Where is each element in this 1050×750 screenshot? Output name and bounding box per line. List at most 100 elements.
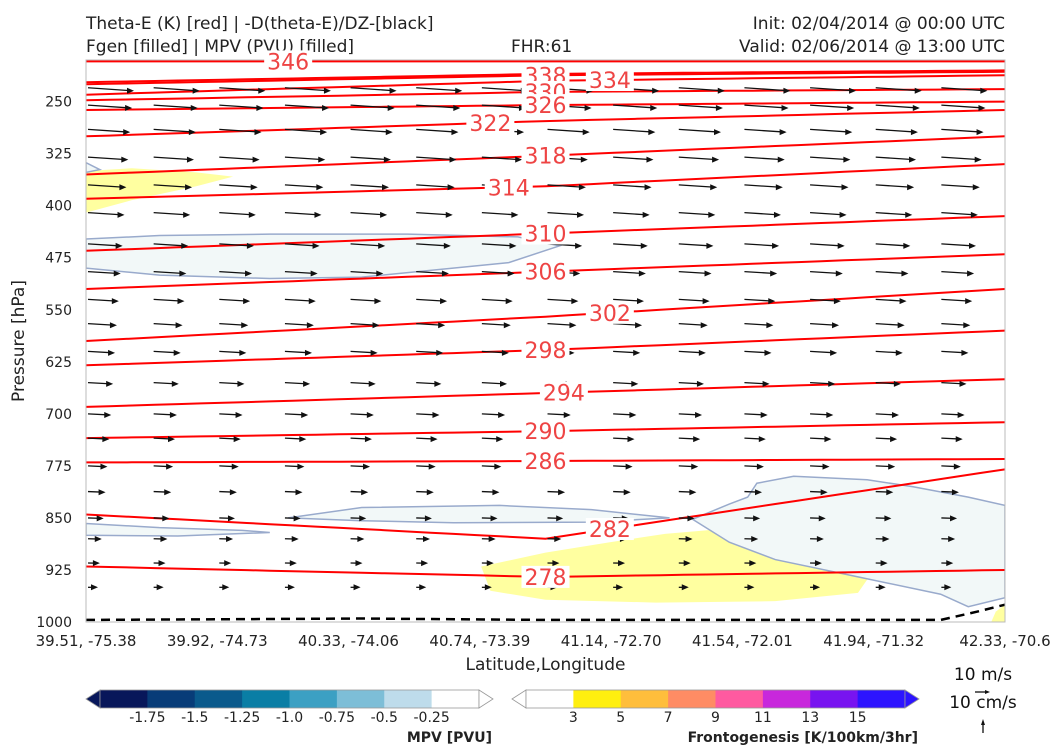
wind-vector [350,184,389,191]
wind-vector [153,436,176,443]
wind-vector [678,515,695,522]
wind-vector [87,515,104,522]
fgen-colorbar-label: Frontogenesis [K/100km/3hr] [688,730,918,746]
contour-label-326: 326 [525,94,567,119]
wind-vector [87,560,100,567]
wind-vector [153,489,172,496]
contour-label-290: 290 [525,420,567,445]
mpv-colorbar-tick: -1.25 [224,710,260,726]
wind-vector [678,211,716,218]
init-time: Init: 02/04/2014 @ 00:00 UTC [752,14,1005,34]
fgen-colorbar-tick: 11 [754,710,772,726]
wind-vector [810,349,838,356]
wind-vector [613,584,624,591]
wind-vector [153,211,191,218]
wind-vector [810,463,830,470]
mpv-colorbar-swatch [242,690,290,708]
wind-vector [744,211,781,218]
y-tick-label: 925 [45,563,72,579]
wind-vector [416,211,453,218]
wind-vector [744,560,757,567]
wind-vector [810,380,836,387]
contour-label-bg [585,518,634,541]
wind-vector [678,298,710,305]
wind-vector [678,349,706,356]
wind-vector [87,322,117,329]
wind-vector [87,242,123,249]
wind-vector [875,242,911,249]
mpv-colorbar-tick: -0.5 [371,710,398,726]
fgen-region-3 [991,604,1005,622]
wind-vector [547,489,566,496]
wind-vector [678,463,699,470]
wind-vector [613,560,626,567]
x-tick-label: 40.33, -74.06 [298,632,399,650]
wind-vector [284,584,295,591]
contour-label-306: 306 [525,261,567,286]
mpv-region-5 [690,475,1005,608]
wind-vector [350,322,380,329]
wind-vector [219,156,260,163]
wind-vector [613,489,631,496]
wind-vector [153,156,194,163]
wind-vector [613,322,643,329]
x-axis-label: Latitude,Longitude [466,655,626,675]
contour-label-294: 294 [543,381,585,406]
fgen-colorbar-upper-extend [904,689,920,709]
wind-vector [153,128,196,136]
wind-vector [219,270,253,277]
wind-vector [350,489,369,496]
wind-vector [547,211,585,218]
theta-e-contour-314 [86,163,1005,200]
wind-vector [678,489,697,496]
wind-vector [219,515,235,522]
wind-vector [481,411,506,418]
wind-vector [350,156,391,163]
wind-vector [941,104,986,111]
wind-vector [810,184,849,191]
wind-vector [153,515,170,522]
mpv-colorbar-swatch [336,690,385,708]
wind-vector [219,584,230,591]
wind-vector [219,349,247,356]
y-tick-label: 625 [45,355,72,371]
wind-vector [678,156,720,163]
x-tick-label: 40.74, -73.39 [429,632,530,650]
forecast-hour: FHR:61 [511,37,573,57]
wind-vector [87,128,131,136]
wind-vector [941,270,975,277]
wind-vector [875,156,917,163]
fgen-colorbar-swatch [715,690,764,708]
wind-vector [941,242,976,249]
wind-vector [941,349,969,356]
wind-vector [875,584,886,591]
wind-vector [481,463,502,470]
wind-vector [416,411,440,418]
wind-vector [219,380,245,387]
fgen-colorbar-tick: 5 [616,710,625,726]
wind-vector [744,584,755,591]
wind-vector [219,87,266,94]
wind-vector [87,211,125,218]
wind-vector [875,349,903,356]
wind-vector [416,87,463,94]
wind-vector [87,380,114,387]
contour-label-bg [521,94,570,117]
wind-vector [416,104,461,111]
contour-label-bg [521,222,570,245]
wind-vector [941,380,967,387]
wind-vector [875,536,890,543]
contour-label-334: 334 [589,69,631,94]
fgen-colorbar-swatch [810,690,859,708]
wind-vector [219,560,232,567]
contour-label-322: 322 [469,112,511,137]
wind-vector [810,211,847,218]
wind-vector [87,436,110,443]
mpv-colorbar-swatch [147,690,196,708]
wind-vector [153,298,185,305]
wind-vector [350,463,371,470]
wind-vector [875,322,905,329]
wind-vector [941,584,952,591]
wind-vector [153,322,183,329]
fgen-colorbar-swatch [668,690,716,708]
